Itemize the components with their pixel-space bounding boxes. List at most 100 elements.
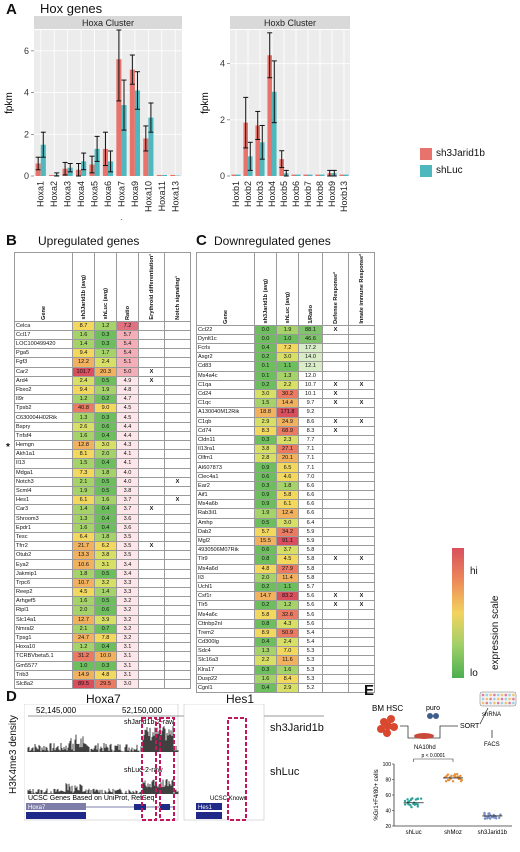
- annotation-cell: [138, 430, 165, 442]
- annotation-cell: [138, 403, 165, 414]
- gene-cell: Bspry: [14, 421, 73, 432]
- expression-cell: 2.1: [72, 623, 95, 634]
- expression-cell: 171.8: [276, 407, 299, 418]
- expression-cell: 6.5: [276, 462, 299, 473]
- ratio-cell: 5.4: [116, 338, 139, 350]
- gene-cell: Uchl1: [196, 581, 255, 593]
- expression-cell: 0.6: [254, 471, 277, 482]
- expression-cell: 7.3: [72, 467, 95, 478]
- ratio-cell: 7.2: [116, 320, 139, 331]
- scatter-point-shmoz: [446, 773, 450, 776]
- table-row: Ccl22 0.0 1.9 88.1 X: [196, 324, 375, 335]
- table-header-label: shLuc (avg): [284, 292, 291, 324]
- plate-well: [500, 697, 504, 701]
- expression-cell: 0.2: [254, 581, 277, 593]
- annotation-cell: [322, 673, 349, 684]
- annotation-cell: [322, 627, 349, 639]
- gene-cell: Tpsb2: [14, 403, 73, 414]
- scatter-point-sh3jarid1b: [498, 816, 501, 820]
- plate-well: [485, 693, 489, 697]
- plate-well: [508, 701, 511, 705]
- table-row: Pga5 9.4 1.7 5.4: [14, 348, 191, 359]
- table-row: Clec4a1 0.6 4.6 7.0: [196, 471, 375, 482]
- expression-cell: 0.4: [94, 513, 117, 524]
- gene-cell: Car3: [14, 504, 73, 515]
- table-header: Erythroid differentiation¹: [138, 252, 165, 322]
- gene-box-hes1-label: Hes1: [198, 805, 213, 811]
- gene-cell: Dusp22: [196, 673, 255, 684]
- annotation-cell: [164, 651, 191, 662]
- table-row: Tnfsf4 1.6 0.4 4.4: [14, 430, 191, 442]
- scatter-point-sh3jarid1b: [499, 813, 502, 816]
- bar-shluc-hoxb6: [296, 174, 301, 176]
- bar-sh3jarid1b-hoxb1: [231, 174, 236, 176]
- ratio-cell: 88.1: [298, 324, 323, 335]
- annotation-cell: X: [322, 324, 349, 335]
- annotation-cell: [164, 421, 191, 432]
- gene-cell: Ms4a6c: [196, 609, 255, 620]
- table-row: Trib3 14.9 4.8 3.1: [14, 669, 191, 680]
- expression-cell: 0.9: [254, 499, 277, 510]
- y-tick-label: 0: [220, 171, 225, 181]
- hoxb-chart: Hoxb Cluster 0 2 4 Hoxb1 Hoxb2 Hoxb3 Hoxb4 Hoxb5…: [200, 16, 350, 212]
- expression-cell: 0.4: [254, 342, 277, 354]
- annotation-cell: [164, 596, 191, 607]
- annotation-cell: [138, 623, 165, 634]
- expression-cell: 24.9: [276, 416, 299, 427]
- panel-e-letter: E: [364, 682, 375, 699]
- annotation-cell: [164, 348, 191, 359]
- expression-cell: 32.6: [276, 609, 299, 620]
- annotation-cell: X: [138, 541, 165, 552]
- expression-cell: 15.5: [254, 535, 277, 547]
- table-row: Hemgn 12.8 3.0 4.3: [14, 440, 191, 451]
- table-row: Eya2 10.6 3.1 3.4: [14, 559, 191, 570]
- expression-cell: 1.8: [94, 531, 117, 543]
- annotation-cell: [348, 545, 375, 556]
- gene-cell: Slc16a3: [196, 655, 255, 666]
- ratio-cell: 7.7: [298, 434, 323, 446]
- expression-cell: 0.7: [94, 623, 117, 634]
- table-row: C1qc 1.5 14.4 9.7 X X: [196, 398, 375, 409]
- ratio-cell: 3.6: [116, 513, 139, 524]
- annotation-cell: [322, 572, 349, 583]
- table-row: A130040M12Rik 18.8 171.8 9.2: [196, 407, 375, 418]
- annotation-cell: [348, 425, 375, 436]
- plate-wells: [481, 693, 515, 705]
- expression-cell: 1.6: [72, 329, 95, 340]
- ratio-cell: 3.2: [116, 596, 139, 607]
- ratio-cell: 5.6: [298, 591, 323, 602]
- expression-cell: 3.1: [94, 559, 117, 570]
- gene-cell: Ard4: [14, 375, 73, 386]
- annotation-cell: [138, 421, 165, 432]
- facet-title: Hoxb Cluster: [264, 18, 316, 28]
- panel-b-letter: B: [6, 232, 17, 249]
- expression-cell: 1.3: [72, 412, 95, 423]
- x-tick-label: Hoxb3: [255, 181, 265, 207]
- annotation-cell: [348, 453, 375, 464]
- hes1-asterisk: *: [6, 442, 10, 453]
- plate-well: [489, 701, 492, 705]
- ratio-cell: 4.5: [116, 412, 139, 423]
- table-header-label: sh3Jarid1b (avg): [262, 279, 269, 324]
- expression-cell: 12.7: [72, 614, 95, 625]
- bar-sh3jarid1b-hoxb4: [267, 55, 272, 177]
- expression-cell: 1.9: [254, 508, 277, 519]
- annotation-cell: [138, 550, 165, 561]
- annotation-cell: [348, 499, 375, 510]
- table-header: Gene: [196, 252, 255, 326]
- expression-cell: 40.8: [72, 403, 95, 414]
- gene-cell: Cd24: [196, 388, 255, 400]
- annotation-cell: [348, 581, 375, 593]
- gene-cell: C1qa: [196, 379, 255, 390]
- annotation-cell: [348, 563, 375, 574]
- scatter-point-sh3jarid1b: [483, 812, 486, 816]
- table-row: Sdc4 1.3 7.0 5.3: [196, 646, 375, 657]
- scatter-point-shluc: [403, 799, 407, 803]
- annotation-cell: [164, 320, 191, 331]
- table-row: Car2 101.7 20.3 5.0 X: [14, 366, 191, 377]
- gene-cell: Tesc: [14, 531, 73, 543]
- expression-cell: 0.5: [254, 517, 277, 528]
- bar-shluc-hoxa11: [161, 174, 167, 176]
- bar-shluc-hoxb4: [272, 91, 277, 176]
- panel-b-title: Upregulated genes: [38, 234, 140, 248]
